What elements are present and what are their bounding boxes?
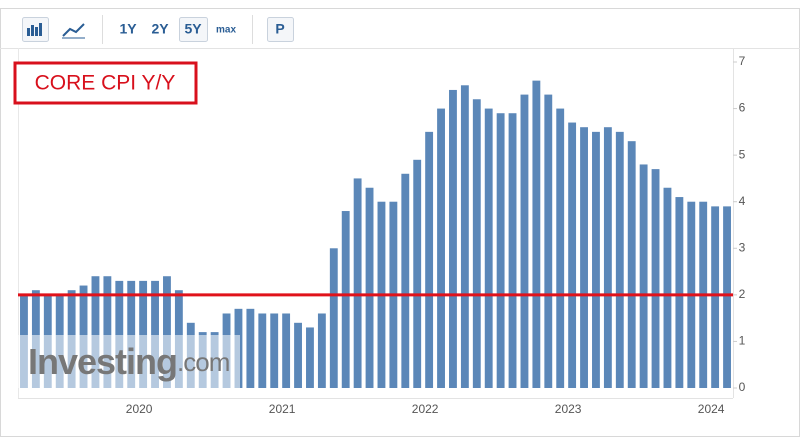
watermark-bg: [18, 335, 240, 388]
x-tick-label: 2023: [555, 402, 582, 416]
bar: [532, 80, 541, 388]
line-chart-button[interactable]: [62, 23, 85, 39]
bar: [401, 173, 410, 388]
bar: [639, 164, 648, 388]
p-button-bg: [267, 17, 294, 42]
bar: [603, 127, 612, 388]
y-tick-label: 3: [739, 240, 746, 254]
bar: [651, 169, 660, 388]
x-tick-label: 2024: [698, 402, 725, 416]
bar: [353, 178, 362, 388]
bar: [437, 108, 445, 389]
bar: [520, 94, 529, 388]
bar: [139, 280, 148, 388]
bar: [115, 280, 124, 388]
y-tick-label: 2: [739, 287, 746, 301]
bar: [341, 211, 350, 388]
range-button[interactable]: max: [216, 25, 236, 36]
bar: [91, 276, 100, 388]
y-tick-label: 0: [739, 380, 746, 394]
title-box: [13, 61, 198, 105]
bar: [615, 131, 624, 388]
bar: [151, 280, 159, 388]
bar: [103, 276, 112, 388]
bar: [568, 122, 577, 389]
bar: [496, 113, 505, 388]
bar: [627, 141, 636, 388]
bar: [413, 159, 422, 388]
bar: [484, 108, 493, 389]
bar: [663, 187, 672, 388]
bar: [544, 94, 553, 388]
bar: [282, 313, 291, 388]
bar: [365, 187, 374, 388]
watermark-suffix: .com: [177, 347, 229, 377]
bar: [723, 206, 731, 388]
watermark: Investing.com: [28, 341, 229, 382]
bar: [270, 313, 279, 388]
x-tick-label: 2021: [269, 402, 296, 416]
bar: [711, 206, 720, 388]
y-tick-label: 4: [739, 194, 746, 208]
bar: [425, 131, 434, 388]
watermark-name: Investing: [28, 341, 177, 382]
x-tick-label: 2022: [412, 402, 439, 416]
y-tick-label: 6: [739, 101, 746, 115]
bar: [306, 327, 314, 388]
bar: [472, 99, 481, 388]
range-button[interactable]: 2Y: [151, 21, 169, 37]
bar: [317, 313, 326, 388]
bar: [592, 131, 600, 388]
bar: [675, 197, 684, 388]
bar: [508, 113, 517, 388]
bar: [294, 322, 302, 388]
bar: [246, 308, 255, 388]
bar: [580, 127, 588, 388]
y-tick-label: 5: [739, 147, 746, 161]
bar: [329, 248, 338, 388]
range-button[interactable]: 5Y: [184, 21, 202, 37]
bar: [163, 276, 171, 388]
range-button[interactable]: 1Y: [119, 21, 137, 37]
y-tick-label: 7: [739, 54, 746, 68]
y-tick-label: 1: [739, 334, 746, 348]
bar: [258, 313, 267, 388]
bar: [556, 108, 565, 389]
bar: [127, 280, 136, 388]
active-button-bg: [179, 17, 208, 42]
p-button[interactable]: P: [275, 21, 284, 37]
x-tick-label: 2020: [126, 402, 153, 416]
bar: [460, 85, 469, 389]
bar: [449, 89, 457, 388]
bar-chart-button[interactable]: [22, 17, 49, 42]
chart-title: CORE CPI Y/Y: [35, 72, 176, 95]
